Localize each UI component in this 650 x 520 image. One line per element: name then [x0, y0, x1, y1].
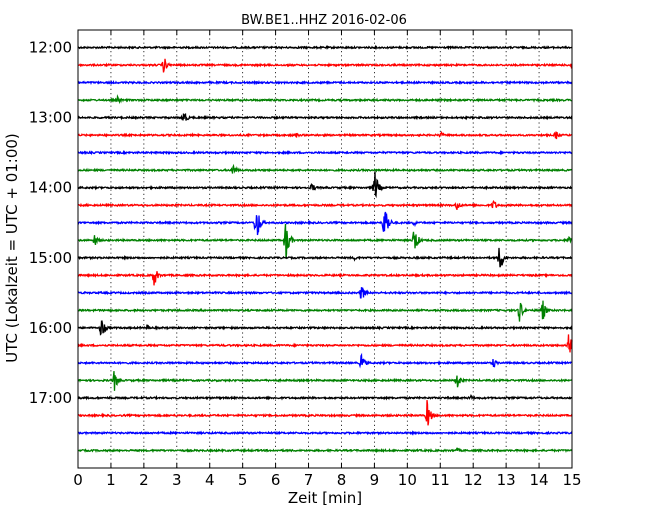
seismogram-trace — [77, 334, 573, 353]
x-tick-label: 4 — [205, 471, 215, 489]
seismogram-trace — [78, 447, 573, 454]
y-tick-label: 12:00 — [29, 39, 72, 57]
y-tick-label: 15:00 — [29, 249, 72, 267]
seismogram-traces — [77, 44, 573, 454]
seismogram-trace — [77, 113, 573, 121]
chart-title: BW.BE1..HHZ 2016-02-06 — [241, 13, 407, 28]
y-tick-label: 13:00 — [29, 109, 72, 127]
x-tick-label: 8 — [337, 471, 347, 489]
plot-frame — [77, 29, 573, 469]
x-tick-label: 10 — [398, 471, 417, 489]
y-axis-label: UTC (Lokalzeit = UTC + 01:00) — [3, 133, 21, 363]
seismogram-trace — [77, 430, 573, 436]
y-tick-label: 16:00 — [29, 319, 72, 337]
seismogram-trace — [77, 394, 573, 401]
seismogram-trace — [77, 94, 573, 105]
x-tick-label: 6 — [271, 471, 281, 489]
x-tick-label: 7 — [304, 471, 314, 489]
seismogram-trace — [77, 320, 573, 336]
x-tick-label: 2 — [139, 471, 149, 489]
x-tick-label: 11 — [431, 471, 450, 489]
seismogram-trace — [77, 58, 573, 73]
x-axis-ticks: 0 1 2 3 4 5 6 7 8 9 10 11 12 13 14 15 — [73, 30, 582, 489]
seismogram-trace — [77, 400, 573, 426]
x-tick-label: 5 — [238, 471, 248, 489]
y-axis-ticks: 12:00 13:00 14:00 15:00 16:00 17:00 — [29, 39, 572, 407]
seismogram-trace — [77, 287, 573, 299]
x-tick-label: 0 — [73, 471, 83, 489]
y-tick-label: 17:00 — [29, 389, 72, 407]
seismogram-trace — [77, 247, 573, 268]
seismogram-trace — [77, 130, 573, 140]
x-tick-label: 14 — [530, 471, 549, 489]
seismogram-trace — [77, 199, 573, 211]
y-tick-label: 14:00 — [29, 179, 72, 197]
grid-lines — [110, 30, 540, 468]
seismogram-trace — [77, 211, 573, 236]
seismogram-trace — [77, 171, 573, 199]
x-tick-label: 13 — [497, 471, 516, 489]
x-tick-label: 3 — [172, 471, 182, 489]
seismogram-trace — [77, 44, 573, 51]
x-tick-label: 9 — [370, 471, 380, 489]
x-tick-label: 1 — [106, 471, 116, 489]
x-tick-label: 15 — [562, 471, 581, 489]
seismogram-trace — [77, 149, 573, 156]
x-tick-label: 12 — [464, 471, 483, 489]
seismogram-trace — [77, 223, 573, 259]
seismogram-trace — [78, 300, 573, 322]
seismogram-trace — [77, 371, 573, 391]
seismogram-trace — [77, 163, 573, 174]
seismogram-trace — [77, 79, 573, 86]
x-axis-label: Zeit [min] — [288, 489, 362, 507]
seismogram-trace — [77, 352, 572, 369]
seismogram-trace — [77, 271, 573, 286]
